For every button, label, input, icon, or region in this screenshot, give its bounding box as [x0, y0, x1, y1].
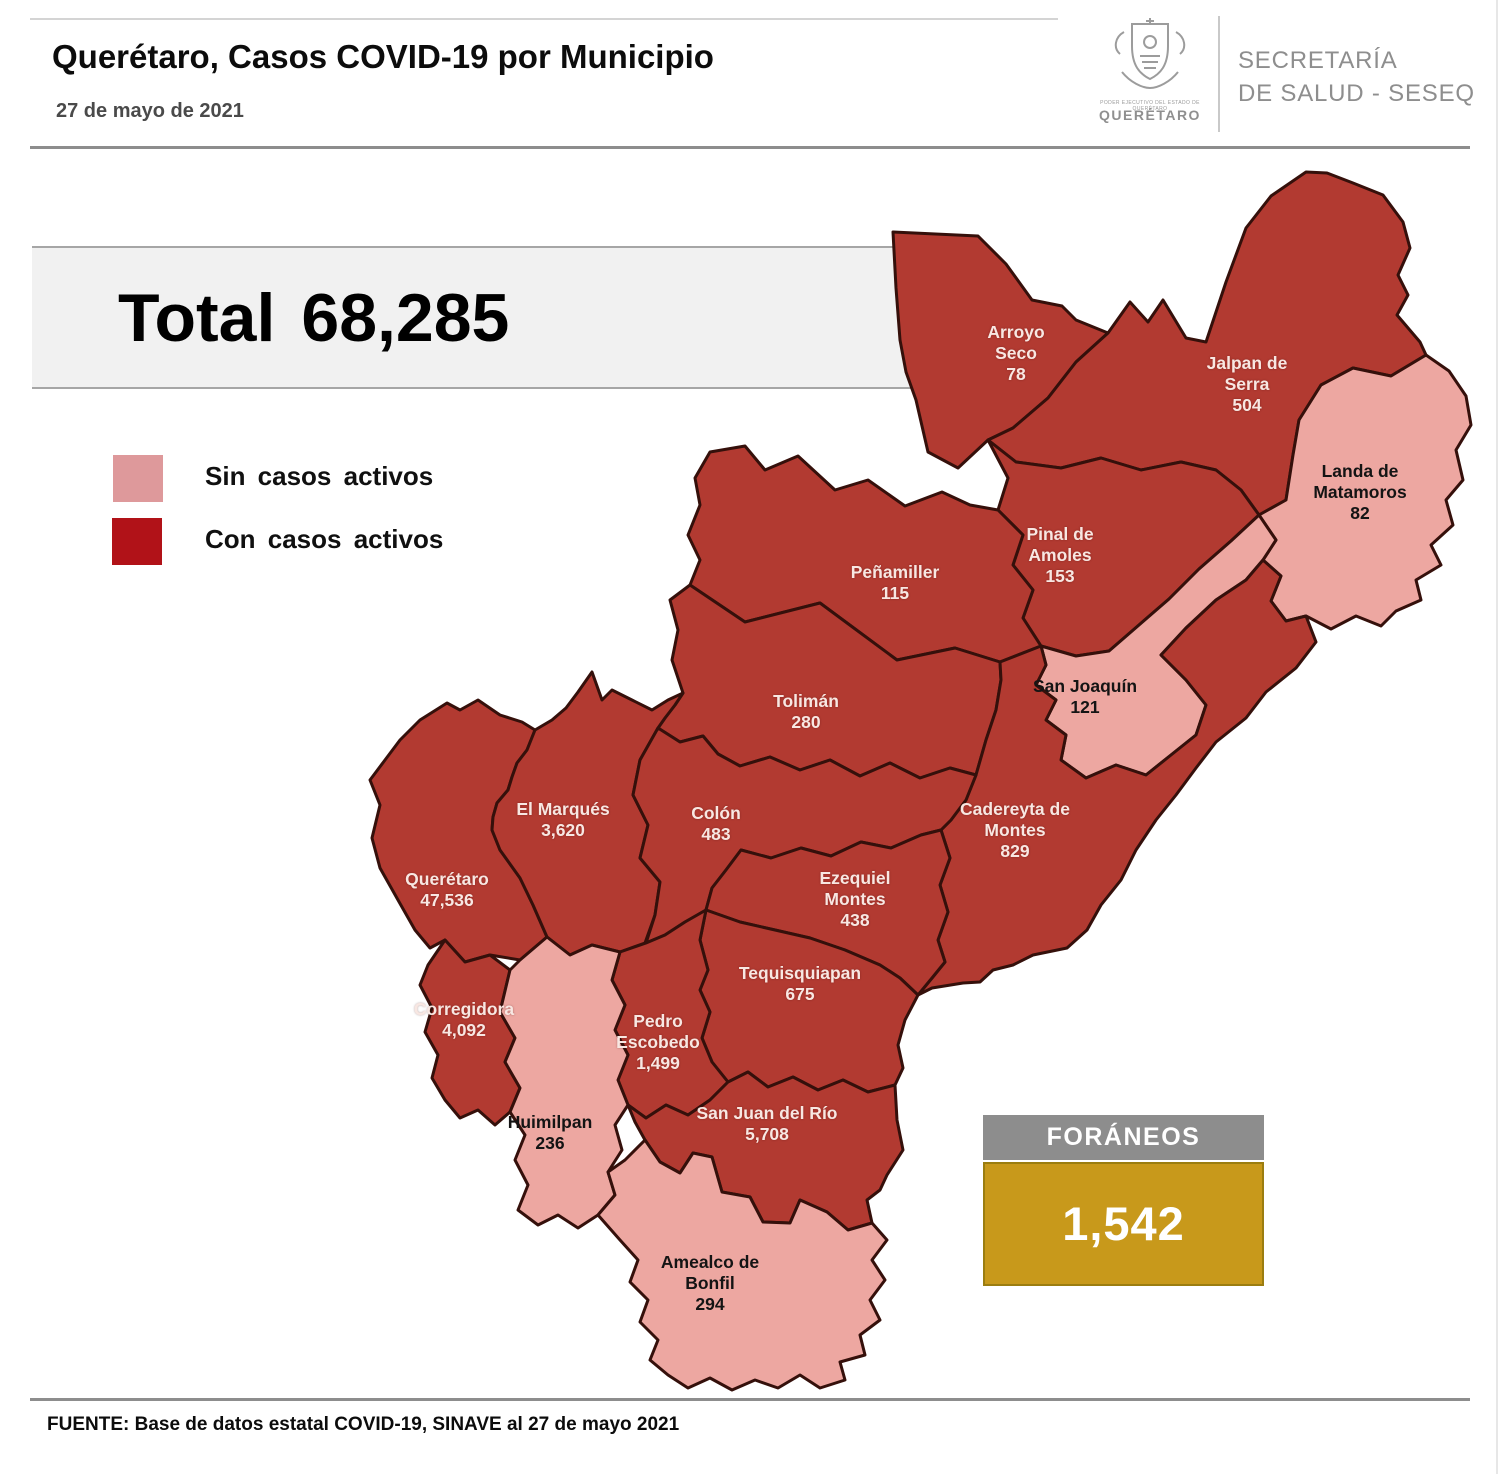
label-queretaro: Querétaro 47,536	[405, 869, 489, 910]
report-date: 27 de mayo de 2021	[56, 100, 244, 122]
label-san-juan-del-rio: San Juan del Río 5,708	[696, 1103, 838, 1144]
foraneos-value: 1,542	[983, 1162, 1264, 1286]
label-amealco-de-bonfil: Amealco de Bonfil 294	[660, 1252, 760, 1314]
label-el-marques: El Marqués 3,620	[516, 799, 610, 840]
queretaro-coat-of-arms-icon	[1114, 18, 1186, 90]
page-title: Querétaro, Casos COVID-19 por Municipio	[52, 38, 714, 75]
footer-rule	[30, 1398, 1470, 1401]
label-cadereyta-de-montes: Cadereyta de Montes 829	[960, 799, 1070, 861]
label-huimilpan: Huimilpan 236	[507, 1112, 593, 1153]
legend-swatch-active	[112, 518, 162, 565]
label-colon: Colón 483	[691, 803, 741, 844]
org-name-line1: SECRETARÍA	[1238, 47, 1398, 74]
label-landa-de-matamoros: Landa de Matamoros 82	[1313, 461, 1407, 523]
seal-caption: QUERÉTARO	[1099, 107, 1201, 123]
label-arroyo-seco: Arroyo Seco 78	[987, 322, 1045, 384]
top-divider	[30, 18, 1058, 20]
total-label: Total	[118, 279, 276, 356]
label-toliman: Tolimán 280	[773, 691, 839, 732]
total-banner: Total 68,285	[32, 246, 912, 389]
label-san-joaquin: San Joaquín 121	[1032, 676, 1138, 717]
label-corregidora: Corregidora 4,092	[413, 999, 515, 1040]
seal-caption-small: PODER EJECUTIVO DEL ESTADO DE QUERÉTARO	[1100, 100, 1200, 112]
region-penamiller	[686, 444, 1043, 664]
legend-label-no-active: Sin casos activos	[205, 461, 434, 491]
org-name-line2: DE SALUD - SESEQ	[1238, 80, 1475, 107]
label-penamiller: Peñamiller 115	[850, 562, 940, 603]
label-ezequiel-montes: Ezequiel Montes 438	[819, 868, 891, 930]
legend-label-active: Con casos activos	[205, 524, 444, 554]
region-huimilpan	[498, 935, 630, 1230]
header-rule	[30, 146, 1470, 149]
source-note: FUENTE: Base de datos estatal COVID-19, …	[47, 1414, 680, 1435]
label-pedro-escobedo: Pedro Escobedo 1,499	[616, 1011, 700, 1073]
foraneos-header: FORÁNEOS	[983, 1115, 1264, 1160]
logo-divider	[1218, 16, 1220, 132]
label-jalpan-de-serra: Jalpan de Serra 504	[1206, 353, 1288, 415]
legend-swatch-no-active	[113, 455, 163, 502]
page-right-edge	[1496, 0, 1498, 1474]
total-value: 68,285	[301, 279, 510, 356]
label-pinal-de-amoles: Pinal de Amoles 153	[1026, 524, 1094, 586]
label-tequisquiapan: Tequisquiapan 675	[738, 963, 862, 1004]
org-name: SECRETARÍA DE SALUD - SESEQ	[1238, 44, 1475, 110]
region-amealco-de-bonfil	[596, 1138, 889, 1392]
